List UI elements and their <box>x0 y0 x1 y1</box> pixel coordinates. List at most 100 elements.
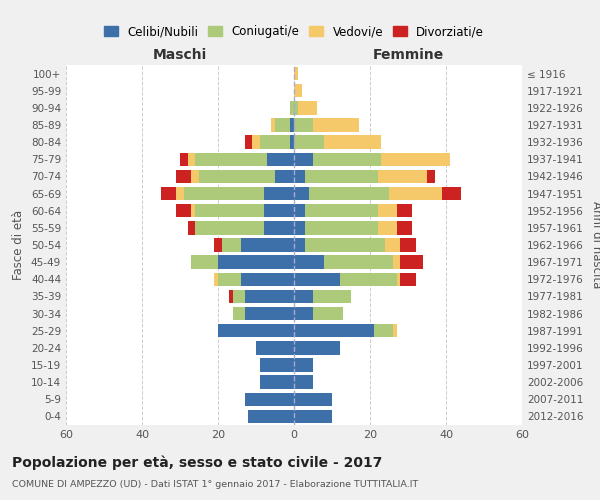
Bar <box>263 187 294 200</box>
Bar <box>241 238 294 252</box>
Bar <box>290 136 294 149</box>
Bar <box>275 170 294 183</box>
Bar <box>195 204 263 218</box>
Bar <box>290 101 294 114</box>
Bar <box>188 152 195 166</box>
Bar <box>245 290 294 303</box>
Bar <box>260 136 290 149</box>
Bar <box>191 256 218 269</box>
Bar <box>180 152 188 166</box>
Bar <box>176 170 191 183</box>
Bar <box>305 238 385 252</box>
Bar <box>233 307 245 320</box>
Bar <box>199 170 275 183</box>
Bar <box>377 221 397 234</box>
Bar <box>294 256 325 269</box>
Bar <box>275 118 290 132</box>
Bar <box>305 221 377 234</box>
Bar <box>256 341 294 354</box>
Bar <box>222 238 241 252</box>
Bar <box>268 152 294 166</box>
Bar <box>229 290 233 303</box>
Bar <box>305 170 377 183</box>
Bar <box>195 152 268 166</box>
Y-axis label: Fasce di età: Fasce di età <box>13 210 25 280</box>
Text: Popolazione per età, sesso e stato civile - 2017: Popolazione per età, sesso e stato civil… <box>12 455 382 469</box>
Bar <box>176 187 184 200</box>
Bar <box>260 358 294 372</box>
Text: Maschi: Maschi <box>153 48 207 62</box>
Bar <box>313 152 382 166</box>
Text: COMUNE DI AMPEZZO (UD) - Dati ISTAT 1° gennaio 2017 - Elaborazione TUTTITALIA.IT: COMUNE DI AMPEZZO (UD) - Dati ISTAT 1° g… <box>12 480 418 489</box>
Bar <box>161 187 176 200</box>
Bar <box>313 118 359 132</box>
Bar <box>245 136 252 149</box>
Bar <box>191 170 199 183</box>
Bar <box>248 410 294 423</box>
Bar <box>294 101 298 114</box>
Bar <box>218 324 294 338</box>
Bar <box>377 204 397 218</box>
Bar <box>218 272 241 286</box>
Bar <box>188 221 195 234</box>
Bar <box>294 307 313 320</box>
Bar <box>271 118 275 132</box>
Bar <box>400 272 416 286</box>
Bar <box>400 238 416 252</box>
Bar <box>397 221 412 234</box>
Bar <box>382 152 450 166</box>
Bar <box>294 376 313 389</box>
Bar <box>263 221 294 234</box>
Bar <box>340 272 397 286</box>
Bar <box>385 238 400 252</box>
Bar <box>233 290 245 303</box>
Bar <box>294 290 313 303</box>
Bar <box>294 170 305 183</box>
Bar <box>294 67 298 80</box>
Bar <box>294 392 332 406</box>
Bar <box>252 136 260 149</box>
Bar <box>184 187 263 200</box>
Bar <box>377 170 427 183</box>
Bar <box>397 204 412 218</box>
Text: Femmine: Femmine <box>373 48 443 62</box>
Legend: Celibi/Nubili, Coniugati/e, Vedovi/e, Divorziati/e: Celibi/Nubili, Coniugati/e, Vedovi/e, Di… <box>99 20 489 43</box>
Bar <box>294 118 313 132</box>
Bar <box>400 256 423 269</box>
Bar <box>294 410 332 423</box>
Bar <box>214 272 218 286</box>
Bar <box>294 187 309 200</box>
Bar <box>294 358 313 372</box>
Bar <box>191 204 195 218</box>
Y-axis label: Anni di nascita: Anni di nascita <box>590 202 600 288</box>
Bar <box>374 324 393 338</box>
Bar <box>397 272 400 286</box>
Bar <box>294 341 340 354</box>
Bar <box>309 187 389 200</box>
Bar <box>305 204 377 218</box>
Bar <box>294 136 325 149</box>
Bar <box>195 221 263 234</box>
Bar <box>214 238 222 252</box>
Bar <box>393 256 400 269</box>
Bar <box>218 256 294 269</box>
Bar <box>325 136 382 149</box>
Bar <box>294 84 302 98</box>
Bar <box>294 324 374 338</box>
Bar <box>241 272 294 286</box>
Bar <box>263 204 294 218</box>
Bar <box>245 307 294 320</box>
Bar <box>294 272 340 286</box>
Bar <box>298 101 317 114</box>
Bar <box>260 376 294 389</box>
Bar <box>313 307 343 320</box>
Bar <box>290 118 294 132</box>
Bar <box>442 187 461 200</box>
Bar <box>313 290 351 303</box>
Bar <box>294 204 305 218</box>
Bar <box>176 204 191 218</box>
Bar <box>294 152 313 166</box>
Bar <box>245 392 294 406</box>
Bar <box>294 238 305 252</box>
Bar <box>389 187 442 200</box>
